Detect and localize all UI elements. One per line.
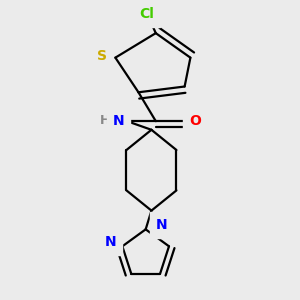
Text: N: N [156, 218, 167, 232]
Text: O: O [189, 114, 201, 128]
Text: N: N [105, 235, 117, 249]
Text: H: H [100, 114, 110, 127]
Text: Cl: Cl [140, 8, 154, 21]
Text: S: S [97, 49, 106, 63]
Text: N: N [112, 114, 124, 128]
